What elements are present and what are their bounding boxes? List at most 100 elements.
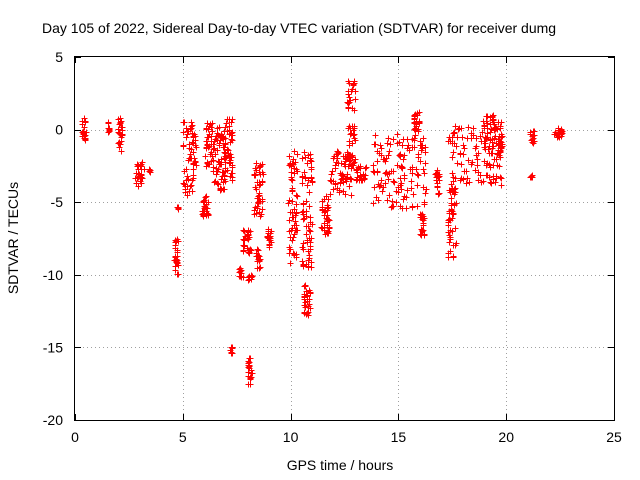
- data-point: [417, 138, 424, 145]
- y-tick-label: 0: [55, 122, 63, 138]
- data-point: [219, 169, 226, 176]
- data-point: [498, 175, 505, 182]
- data-point: [455, 126, 462, 133]
- data-point: [492, 126, 499, 133]
- data-point: [255, 193, 262, 200]
- data-point: [293, 251, 300, 258]
- data-point: [475, 177, 482, 184]
- data-point: [294, 151, 301, 158]
- data-point: [335, 160, 342, 167]
- data-point: [245, 274, 252, 281]
- data-point: [487, 121, 494, 128]
- data-points: [79, 78, 566, 388]
- data-point: [254, 203, 261, 210]
- data-point: [287, 209, 294, 216]
- data-point: [205, 134, 212, 141]
- data-point: [324, 205, 331, 212]
- data-point: [133, 180, 140, 187]
- data-point: [498, 131, 505, 138]
- data-point: [468, 161, 475, 168]
- y-tick-label: -10: [43, 267, 63, 283]
- data-point: [485, 146, 492, 153]
- data-point: [497, 123, 504, 130]
- data-point: [420, 166, 427, 173]
- x-tick-label: 10: [283, 429, 299, 445]
- data-point: [529, 136, 536, 143]
- data-point: [472, 167, 479, 174]
- data-point: [345, 78, 352, 85]
- data-point: [287, 260, 294, 267]
- data-point: [415, 128, 422, 135]
- data-point: [267, 237, 274, 244]
- data-point: [184, 192, 191, 199]
- data-point: [488, 150, 495, 157]
- data-point: [410, 191, 417, 198]
- data-point: [208, 141, 215, 148]
- data-point: [449, 170, 456, 177]
- data-point: [304, 292, 311, 299]
- data-point: [394, 131, 401, 138]
- data-point: [253, 167, 260, 174]
- data-point: [224, 116, 231, 123]
- data-point: [308, 174, 315, 181]
- data-point: [302, 154, 309, 161]
- data-point: [247, 355, 254, 362]
- data-point: [228, 119, 235, 126]
- data-point: [244, 245, 251, 252]
- data-point: [375, 181, 382, 188]
- data-point: [327, 177, 334, 184]
- x-tick-label: 0: [71, 429, 79, 445]
- data-point: [181, 168, 188, 175]
- data-point: [490, 162, 497, 169]
- data-point: [307, 151, 314, 158]
- data-point: [415, 151, 422, 158]
- data-point: [390, 136, 397, 143]
- data-point: [307, 228, 314, 235]
- data-point: [464, 175, 471, 182]
- data-point: [291, 231, 298, 238]
- data-point: [477, 133, 484, 140]
- data-point: [290, 156, 297, 163]
- data-point: [398, 186, 405, 193]
- data-point: [355, 164, 362, 171]
- data-point: [289, 237, 296, 244]
- data-point: [414, 182, 421, 189]
- data-point: [409, 204, 416, 211]
- data-point: [249, 370, 256, 377]
- data-point: [498, 139, 505, 146]
- data-point: [174, 249, 181, 256]
- data-point: [473, 143, 480, 150]
- data-point: [349, 86, 356, 93]
- data-point: [400, 136, 407, 143]
- data-point: [309, 178, 316, 185]
- y-tick-label: 5: [55, 49, 63, 65]
- data-point: [350, 162, 357, 169]
- data-point: [237, 268, 244, 275]
- data-point: [397, 182, 404, 189]
- data-point: [474, 156, 481, 163]
- data-point: [475, 150, 482, 157]
- data-point: [325, 196, 332, 203]
- data-point: [188, 155, 195, 162]
- data-point: [328, 171, 335, 178]
- data-point: [446, 232, 453, 239]
- data-point: [204, 210, 211, 217]
- data-point: [447, 217, 454, 224]
- data-point: [293, 201, 300, 208]
- data-point: [190, 175, 197, 182]
- data-point: [287, 246, 294, 253]
- data-point: [175, 262, 182, 269]
- data-point: [200, 213, 207, 220]
- data-point: [172, 237, 179, 244]
- data-point: [434, 167, 441, 174]
- data-point: [324, 230, 331, 237]
- data-point: [308, 259, 315, 266]
- data-point: [391, 179, 398, 186]
- data-point: [215, 181, 222, 188]
- data-point: [397, 151, 404, 158]
- data-point: [223, 120, 230, 127]
- data-point: [372, 132, 379, 139]
- data-point: [345, 151, 352, 158]
- data-point: [289, 198, 296, 205]
- data-point: [180, 180, 187, 187]
